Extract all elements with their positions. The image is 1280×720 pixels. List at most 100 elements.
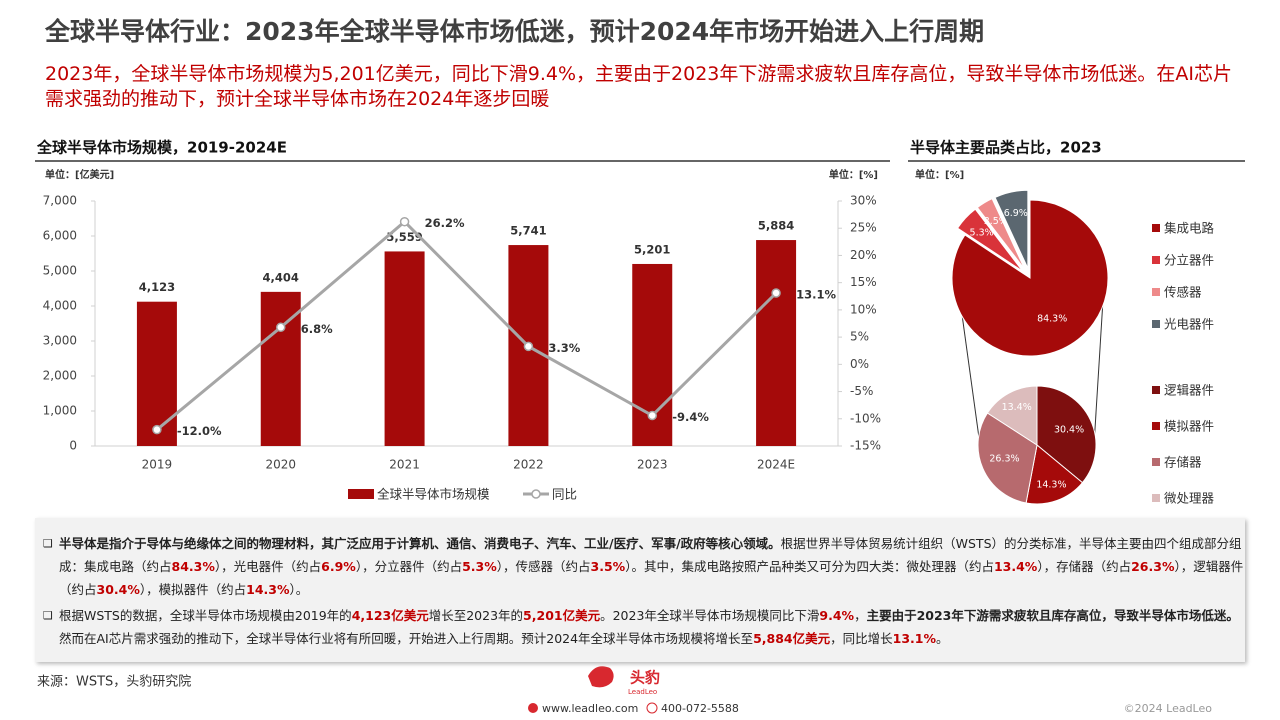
pie-value-label: 3.5% bbox=[984, 216, 1008, 227]
bullet-text: ）。其中，集成电路按照产品种类又可分为四大类：微处理器（约占 bbox=[625, 559, 994, 574]
y-tick-label: 6,000 bbox=[43, 229, 77, 243]
legend-label: 集成电路 bbox=[1164, 221, 1215, 236]
page-title: 全球半导体行业：2023年全球半导体市场低迷，预计2024年市场开始进入上行周期 bbox=[45, 17, 985, 46]
pie-slice bbox=[986, 385, 1038, 446]
y2-unit: 单位：[%] bbox=[829, 168, 878, 181]
bar-value-label: 4,123 bbox=[139, 280, 175, 294]
web-icon bbox=[528, 703, 538, 713]
chart-title: 半导体主要品类占比，2023 bbox=[910, 139, 1102, 157]
y2-tick-label: 30% bbox=[850, 194, 877, 208]
y-unit: 单位：[亿美元] bbox=[45, 168, 114, 181]
pie-slice bbox=[994, 189, 1029, 269]
bullet-text: 根据世界半导体贸易统计组织（WSTS）的分类标准，半导体主要由四个组成部分组成：… bbox=[59, 536, 1242, 574]
source: 来源：WSTS，头豹研究院 bbox=[37, 675, 191, 690]
line-value-label: 3.3% bbox=[548, 341, 580, 355]
y-tick-label: 5,000 bbox=[43, 264, 77, 278]
y-tick-label: 1,000 bbox=[43, 404, 77, 418]
y2-tick-label: 10% bbox=[850, 302, 877, 316]
legend-swatch bbox=[1152, 494, 1160, 502]
x-tick-label: 2024E bbox=[757, 458, 795, 472]
pie-value-label: 6.9% bbox=[1004, 208, 1028, 219]
line-value-label: 26.2% bbox=[425, 216, 465, 230]
bullet-text: 5,884亿美元 bbox=[753, 631, 831, 646]
x-tick-label: 2023 bbox=[637, 458, 668, 472]
bullet-text: ），分立器件（约占 bbox=[355, 559, 463, 574]
y2-tick-label: 15% bbox=[850, 275, 877, 289]
line-value-label: -12.0% bbox=[177, 424, 222, 438]
legend-label: 微处理器 bbox=[1164, 491, 1215, 506]
y-tick-label: 0 bbox=[69, 439, 77, 453]
bar-value-label: 4,404 bbox=[263, 270, 299, 284]
pie-value-label: 26.3% bbox=[989, 453, 1019, 464]
legend-swatch bbox=[1152, 256, 1160, 264]
notes-box: 半导体是指介于导体与绝缘体之间的物理材料，其广泛应用于计算机、通信、消费电子、汽… bbox=[35, 518, 1245, 662]
line-marker bbox=[152, 424, 162, 435]
bullet-text: ），传感器（约占 bbox=[496, 559, 591, 574]
logo-text: 头豹 bbox=[630, 669, 660, 687]
line-marker bbox=[523, 341, 534, 352]
bullet-text: 4,123亿美元 bbox=[351, 608, 429, 623]
line-marker bbox=[399, 216, 410, 227]
legend-swatch bbox=[1152, 288, 1160, 296]
pie-value-label: 30.4% bbox=[1054, 424, 1084, 435]
legend-label: 模拟器件 bbox=[1164, 419, 1214, 434]
y2-tick-label: -10% bbox=[850, 411, 881, 425]
x-tick-label: 2022 bbox=[513, 458, 544, 472]
bullet-text: 。2023年全球半导体市场规模同比下滑 bbox=[600, 608, 820, 623]
phone: 400-072-5588 bbox=[661, 702, 739, 715]
line-value-label: 6.8% bbox=[301, 322, 333, 336]
bullet-text: 9.4% bbox=[819, 608, 855, 623]
phone-icon bbox=[646, 702, 658, 714]
line-marker bbox=[276, 322, 286, 333]
legend-label: 存储器 bbox=[1164, 455, 1202, 470]
legend-label: 同比 bbox=[552, 487, 577, 502]
legend-swatch bbox=[1152, 224, 1160, 232]
y-tick-label: 3,000 bbox=[43, 334, 77, 348]
bar bbox=[756, 240, 797, 446]
bullet-text: 半导体是指介于导体与绝缘体之间的物理材料，其广泛应用于计算机、通信、消费电子、汽… bbox=[59, 536, 781, 551]
logo bbox=[588, 666, 614, 688]
y2-tick-label: 20% bbox=[850, 248, 877, 262]
bullet-text: 26.3% bbox=[1131, 559, 1175, 574]
line-value-label: 13.1% bbox=[796, 288, 836, 302]
bullet-text: 然而在AI芯片需求强劲的推动下，全球半导体行业将有所回暖，开始进入上行周期。预计… bbox=[59, 631, 754, 646]
bullet-text: 。 bbox=[936, 631, 949, 646]
bullet-text: 84.3% bbox=[171, 559, 215, 574]
y2-tick-label: 5% bbox=[850, 330, 869, 344]
pie-slice bbox=[976, 197, 1026, 270]
legend-label: 分立器件 bbox=[1164, 253, 1214, 268]
y2-tick-label: 0% bbox=[850, 357, 869, 371]
bullet-text: ），光电器件（约占 bbox=[214, 559, 322, 574]
bullet-text: 6.9% bbox=[321, 559, 356, 574]
legend-swatch bbox=[1152, 386, 1160, 394]
pie-slice bbox=[1036, 385, 1097, 484]
pie-slice bbox=[1025, 444, 1084, 505]
bullet-text: ）。 bbox=[289, 582, 309, 597]
bar bbox=[384, 251, 425, 446]
bullet-text: 13.4% bbox=[993, 559, 1038, 574]
bullet-text: ），逻辑器件（约占 bbox=[59, 559, 1244, 597]
bullet: 根据WSTS的数据，全球半导体市场规模由2019年的4,123亿美元增长至202… bbox=[43, 604, 1249, 650]
bar-value-label: 5,741 bbox=[510, 224, 546, 238]
y2-tick-label: -5% bbox=[850, 384, 873, 398]
connector bbox=[1093, 299, 1104, 446]
pie-slice bbox=[951, 199, 1109, 357]
x-tick-label: 2019 bbox=[142, 458, 173, 472]
y-tick-label: 7,000 bbox=[43, 194, 77, 208]
y-tick-label: 2,000 bbox=[43, 369, 77, 383]
pie-value-label: 13.4% bbox=[1002, 402, 1032, 413]
bullet-text: 3.5% bbox=[590, 559, 626, 574]
bullet-text: 主要由于2023年下游需求疲软且库存高位，导致半导体市场低迷。 bbox=[866, 608, 1239, 623]
connector bbox=[959, 299, 981, 446]
line bbox=[155, 219, 778, 431]
bullet-text: ，同比增长 bbox=[830, 631, 893, 646]
legend-swatch bbox=[1152, 422, 1160, 430]
bar bbox=[136, 301, 177, 446]
bullet-text: 增长至2023年的 bbox=[428, 608, 524, 623]
page-subtitle: 2023年，全球半导体市场规模为5,201亿美元，同比下滑9.4%，主要由于20… bbox=[45, 63, 1232, 110]
logo-en: LeadLeo bbox=[628, 688, 657, 696]
legend-label: 逻辑器件 bbox=[1164, 383, 1214, 398]
bullet-text: 5.3% bbox=[462, 559, 497, 574]
